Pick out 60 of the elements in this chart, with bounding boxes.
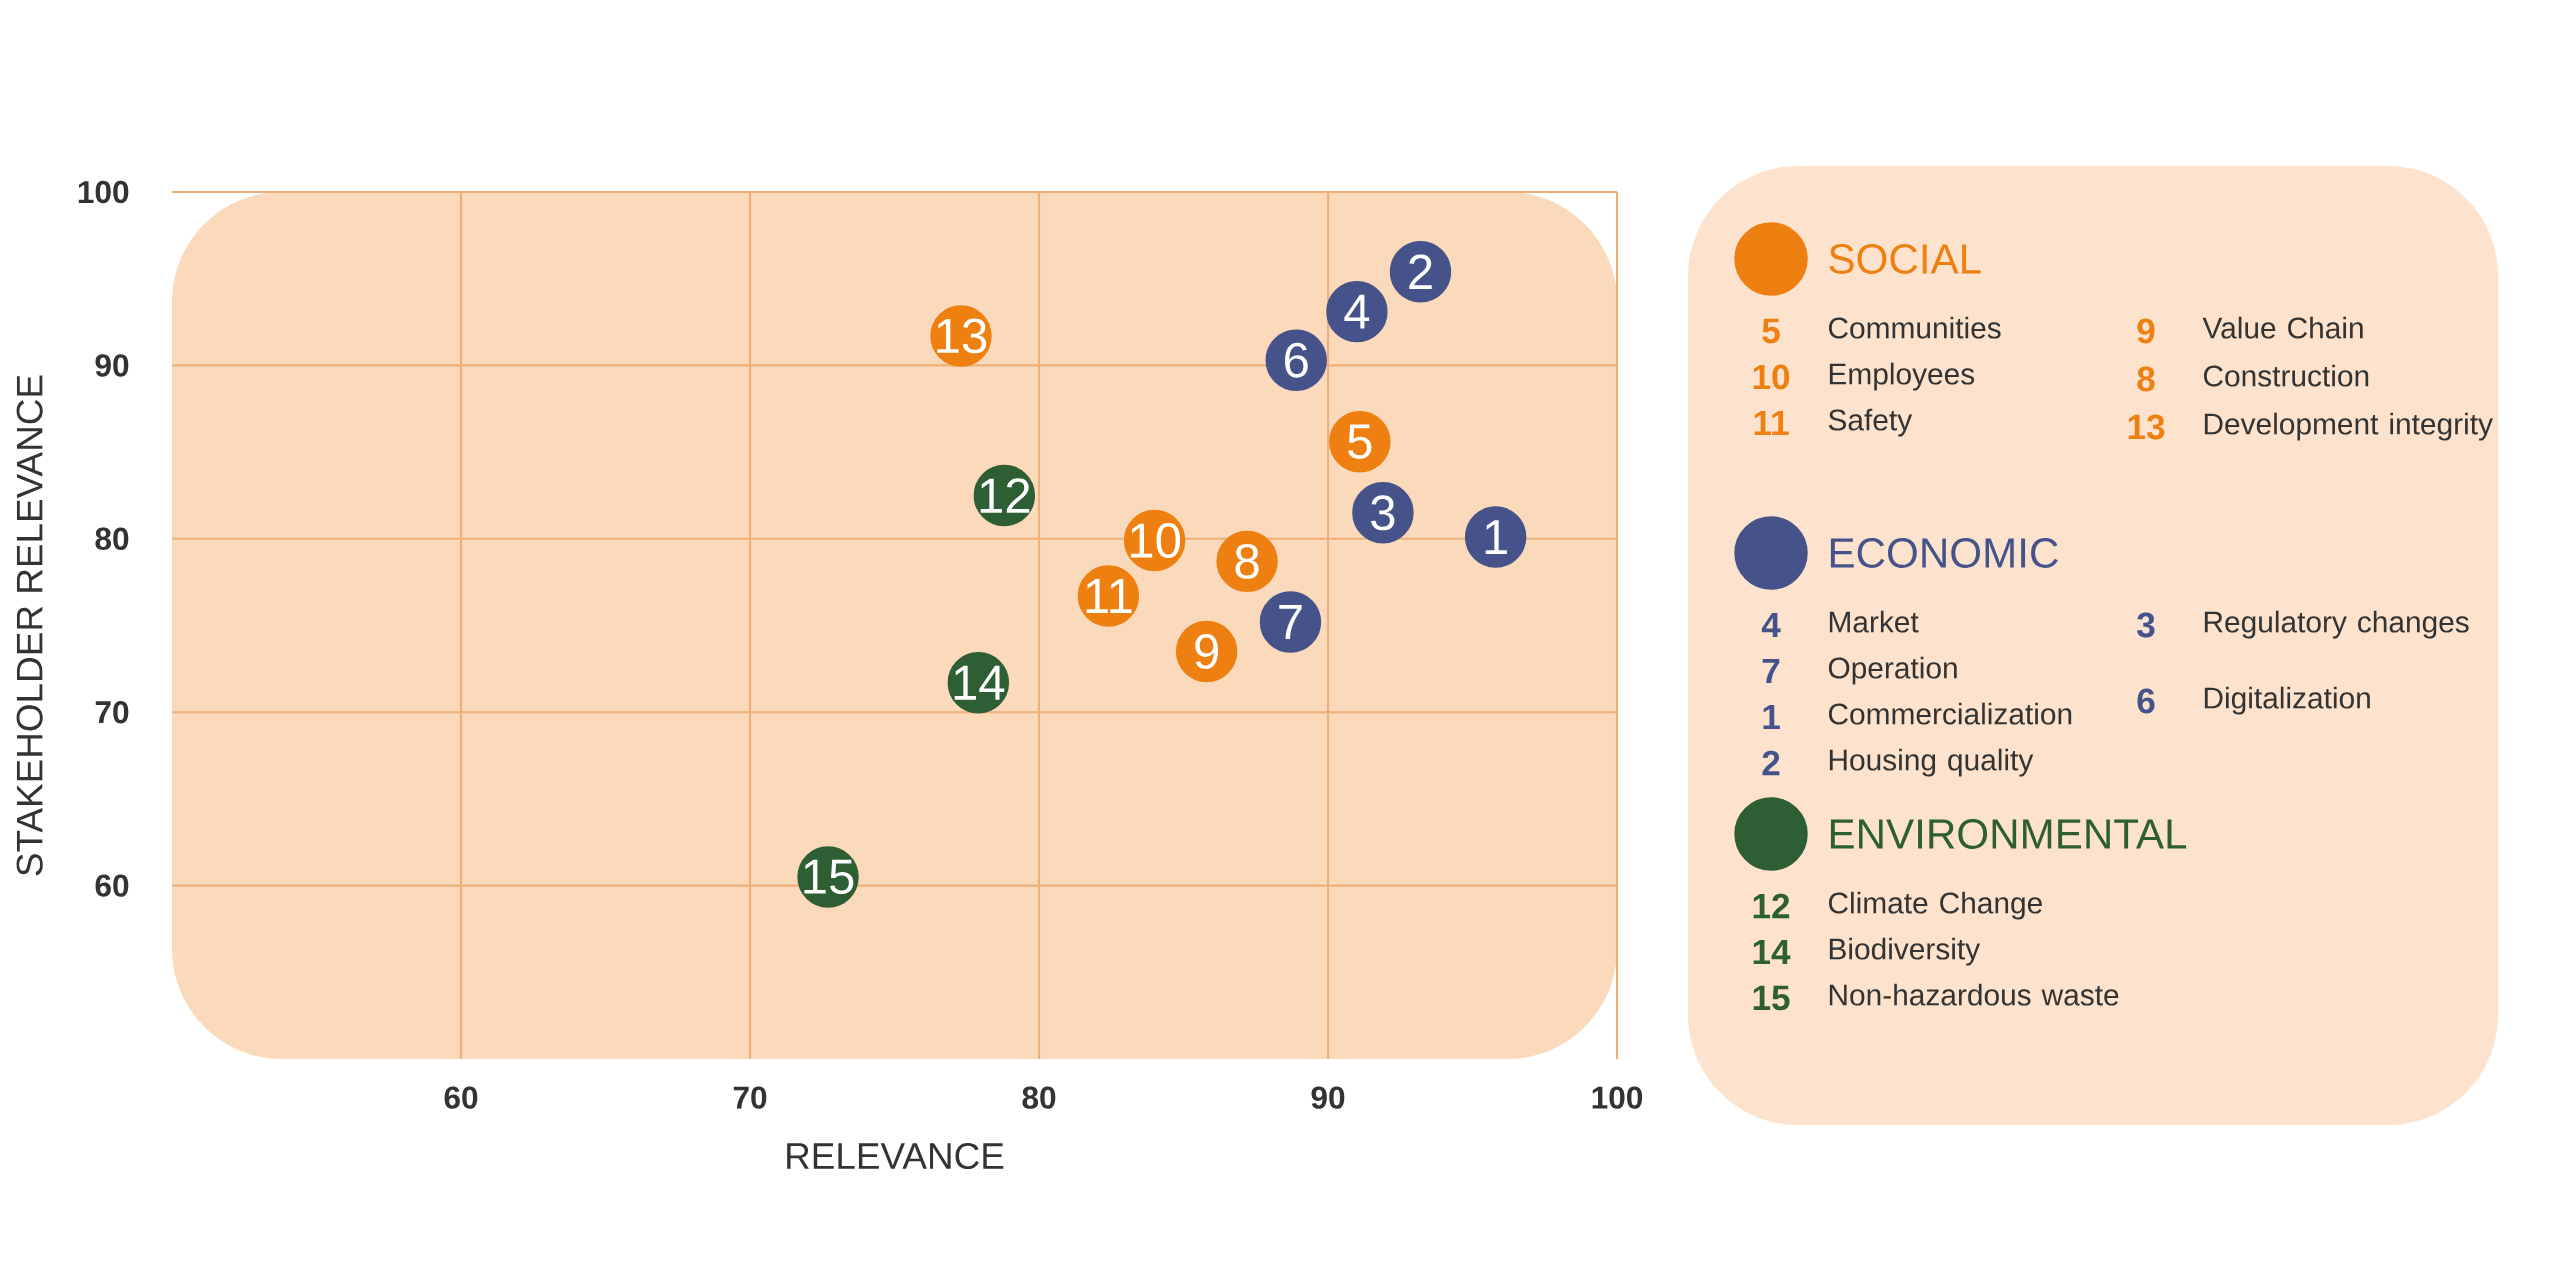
annotation: 5 <box>1348 424 1372 459</box>
text: 6 <box>2137 688 2155 714</box>
annotation: 9 <box>1195 634 1218 669</box>
text: Safety <box>1828 408 1913 437</box>
annotation: 14 <box>954 665 1005 700</box>
text: Non-hazardous waste <box>1829 983 2119 1006</box>
text: Communities <box>1828 316 2001 339</box>
text: Value Chain <box>2202 316 2363 339</box>
annotation: 13 <box>937 318 987 354</box>
text: Development integrity <box>2204 412 2493 441</box>
legend-label: ECONOMIC <box>1830 538 2058 568</box>
x-axis-title: RELEVANCE <box>787 1142 1004 1170</box>
legend-label: SOCIAL <box>1829 244 1981 274</box>
annotation: 6 <box>1285 342 1308 378</box>
y-tick-label: 70 <box>95 700 129 724</box>
x-tick-label: 80 <box>1022 1086 1056 1109</box>
annotation: 1 <box>1485 520 1507 554</box>
text: 15 <box>1753 985 1790 1011</box>
text: Housing quality <box>1829 748 2034 777</box>
annotation: 4 <box>1344 294 1370 329</box>
text: Employees <box>1829 362 1975 391</box>
annotation: 3 <box>1371 495 1395 531</box>
x-tick-label: 60 <box>444 1086 478 1109</box>
annotation: 12 <box>980 478 1030 513</box>
legend-label: ENVIRONMENTAL <box>1830 819 2187 849</box>
text: 12 <box>1753 893 1790 919</box>
text: Digitalization <box>2204 686 2370 715</box>
x-tick-label: 100 <box>1592 1086 1643 1109</box>
annotation: 10 <box>1131 523 1181 558</box>
text: Market <box>1829 610 1919 633</box>
text: 2 <box>1762 750 1780 776</box>
annotation: 15 <box>804 859 854 895</box>
text: 14 <box>1753 939 1791 965</box>
y-tick-label: 60 <box>95 874 129 897</box>
text: Climate Change <box>1828 891 2042 920</box>
text: Operation <box>1828 656 1957 685</box>
text: Biodiversity <box>1829 937 1981 966</box>
text: 5 <box>1762 318 1780 344</box>
annotation: 7 <box>1279 605 1302 639</box>
annotation: 8 <box>1235 543 1259 579</box>
y-axis-title: STAKEHOLDER RELEVANCE <box>16 375 43 876</box>
text: Construction <box>2203 364 2369 387</box>
text: 13 <box>2128 414 2165 440</box>
text: 7 <box>1762 658 1780 684</box>
text: 1 <box>1763 704 1780 730</box>
y-tick-label: 80 <box>95 527 129 551</box>
text: Regulatory changes <box>2204 610 2469 639</box>
text: Commercialization <box>1828 702 2072 725</box>
text: 10 <box>1753 364 1790 390</box>
text: 4 <box>1761 612 1781 638</box>
annotation: 11 <box>1086 579 1132 613</box>
text: 8 <box>2137 366 2155 392</box>
x-tick-label: 90 <box>1311 1086 1345 1109</box>
y-tick-label: 90 <box>95 354 129 377</box>
text: 9 <box>2137 318 2155 344</box>
annotation: 2 <box>1409 254 1432 289</box>
x-tick-label: 70 <box>733 1086 767 1109</box>
text: 11 <box>1754 410 1789 436</box>
y-tick-label: 100 <box>78 180 129 204</box>
text: 3 <box>2137 612 2155 638</box>
